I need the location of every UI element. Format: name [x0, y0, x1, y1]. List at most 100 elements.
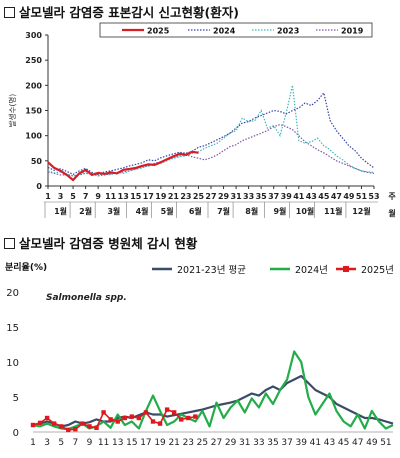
x-tick-label: 17	[140, 438, 151, 448]
month-label: 5월	[161, 206, 174, 216]
y-tick-label: 0	[36, 182, 42, 191]
y-axis-label: 분리율(%)	[5, 261, 47, 273]
x-tick-label: 39	[281, 192, 293, 201]
month-unit: 월	[388, 208, 395, 218]
legend-label: 2019	[341, 27, 364, 36]
series-line-2023	[47, 85, 375, 177]
series-line-2019	[47, 123, 375, 177]
x-tick-label: 1	[45, 192, 51, 201]
x-tick-label: 31	[231, 192, 243, 201]
x-tick-label: 49	[366, 438, 378, 448]
month-label: 1월	[54, 206, 67, 216]
month-label: 7월	[217, 206, 230, 216]
x-tick-label: 47	[331, 192, 342, 201]
y-tick-label: 300	[25, 31, 42, 40]
data-point	[108, 417, 113, 422]
data-point	[193, 414, 198, 419]
y-tick-label: 50	[31, 157, 43, 166]
section-title-2: 살모넬라 감염증 병원체 감시 현황	[19, 236, 198, 251]
month-label: 6월	[189, 206, 202, 216]
series-line-2024년	[32, 350, 394, 431]
legend-label: 2025년	[361, 265, 394, 276]
x-tick-label: 45	[318, 192, 330, 201]
section-checkbox-icon	[4, 238, 15, 249]
x-tick-label: 21	[168, 438, 179, 448]
x-tick-label: 27	[211, 438, 222, 448]
x-tick-label: 51	[356, 192, 368, 201]
data-point	[44, 415, 50, 421]
x-tick-label: 11	[98, 438, 109, 448]
x-tick-label: 35	[267, 438, 278, 448]
y-tick-label: 100	[25, 132, 42, 141]
data-point	[30, 422, 36, 428]
legend-label: 2024	[213, 27, 236, 36]
y-tick-label: 5	[13, 393, 19, 404]
data-point	[143, 410, 149, 415]
data-point	[122, 415, 127, 421]
series-line-2024	[47, 91, 375, 176]
x-tick-label: 45	[338, 438, 349, 448]
data-point	[157, 421, 163, 426]
data-point	[150, 419, 156, 424]
x-tick-label: 25	[193, 192, 205, 201]
x-tick-label: 37	[268, 192, 279, 201]
legend-marker	[343, 266, 349, 272]
x-tick-label: 49	[343, 192, 355, 201]
x-tick-label: 35	[256, 192, 268, 201]
x-tick-label: 13	[112, 438, 123, 448]
x-axis-unit: 주	[388, 192, 396, 201]
x-tick-label: 19	[154, 438, 166, 448]
x-tick-label: 3	[58, 192, 64, 201]
x-tick-label: 27	[205, 192, 216, 201]
x-tick-label: 53	[368, 192, 379, 201]
x-tick-label: 1	[30, 438, 36, 448]
x-tick-label: 5	[70, 192, 76, 201]
legend-label: 2021-23년 평균	[177, 265, 246, 276]
data-point	[37, 420, 43, 426]
y-tick-label: 250	[25, 56, 42, 65]
month-label: 10월	[296, 206, 315, 216]
annotation-label: Salmonella spp.	[46, 293, 127, 303]
x-tick-label: 33	[253, 438, 264, 448]
legend-label: 2023	[277, 27, 299, 36]
y-tick-label: 10	[6, 358, 19, 369]
data-point	[115, 419, 120, 424]
data-point	[129, 414, 135, 419]
x-tick-label: 3	[44, 438, 50, 448]
data-point	[73, 427, 78, 432]
x-tick-label: 9	[87, 438, 93, 448]
month-label: 4월	[136, 206, 149, 216]
legend-label: 2024년	[295, 265, 328, 276]
month-label: 2월	[79, 206, 92, 216]
data-point	[59, 424, 64, 429]
data-point	[51, 421, 57, 426]
month-label: 12월	[352, 206, 371, 216]
x-tick-label: 5	[58, 438, 64, 448]
x-tick-label: 29	[225, 438, 237, 448]
x-tick-label: 33	[243, 192, 254, 201]
y-axis-label: 발생수(명)	[7, 94, 17, 128]
x-tick-label: 17	[143, 192, 154, 201]
x-tick-label: 19	[155, 192, 167, 201]
data-point	[66, 427, 71, 433]
y-tick-label: 150	[25, 107, 42, 116]
data-point	[94, 425, 99, 430]
x-tick-label: 15	[126, 438, 137, 448]
x-tick-label: 43	[324, 438, 335, 448]
data-point	[179, 417, 184, 422]
x-tick-label: 9	[95, 192, 101, 201]
x-tick-label: 43	[306, 192, 317, 201]
y-tick-label: 0	[13, 428, 19, 439]
x-tick-label: 29	[218, 192, 230, 201]
x-tick-label: 25	[197, 438, 208, 448]
month-label: 11월	[324, 206, 343, 216]
series-line-2021-23년 평균	[32, 374, 394, 428]
data-point	[80, 421, 85, 426]
month-label: 8월	[245, 206, 258, 216]
data-point	[136, 415, 142, 421]
data-point	[87, 424, 92, 429]
x-tick-label: 41	[310, 438, 321, 448]
month-label: 3월	[107, 206, 120, 216]
